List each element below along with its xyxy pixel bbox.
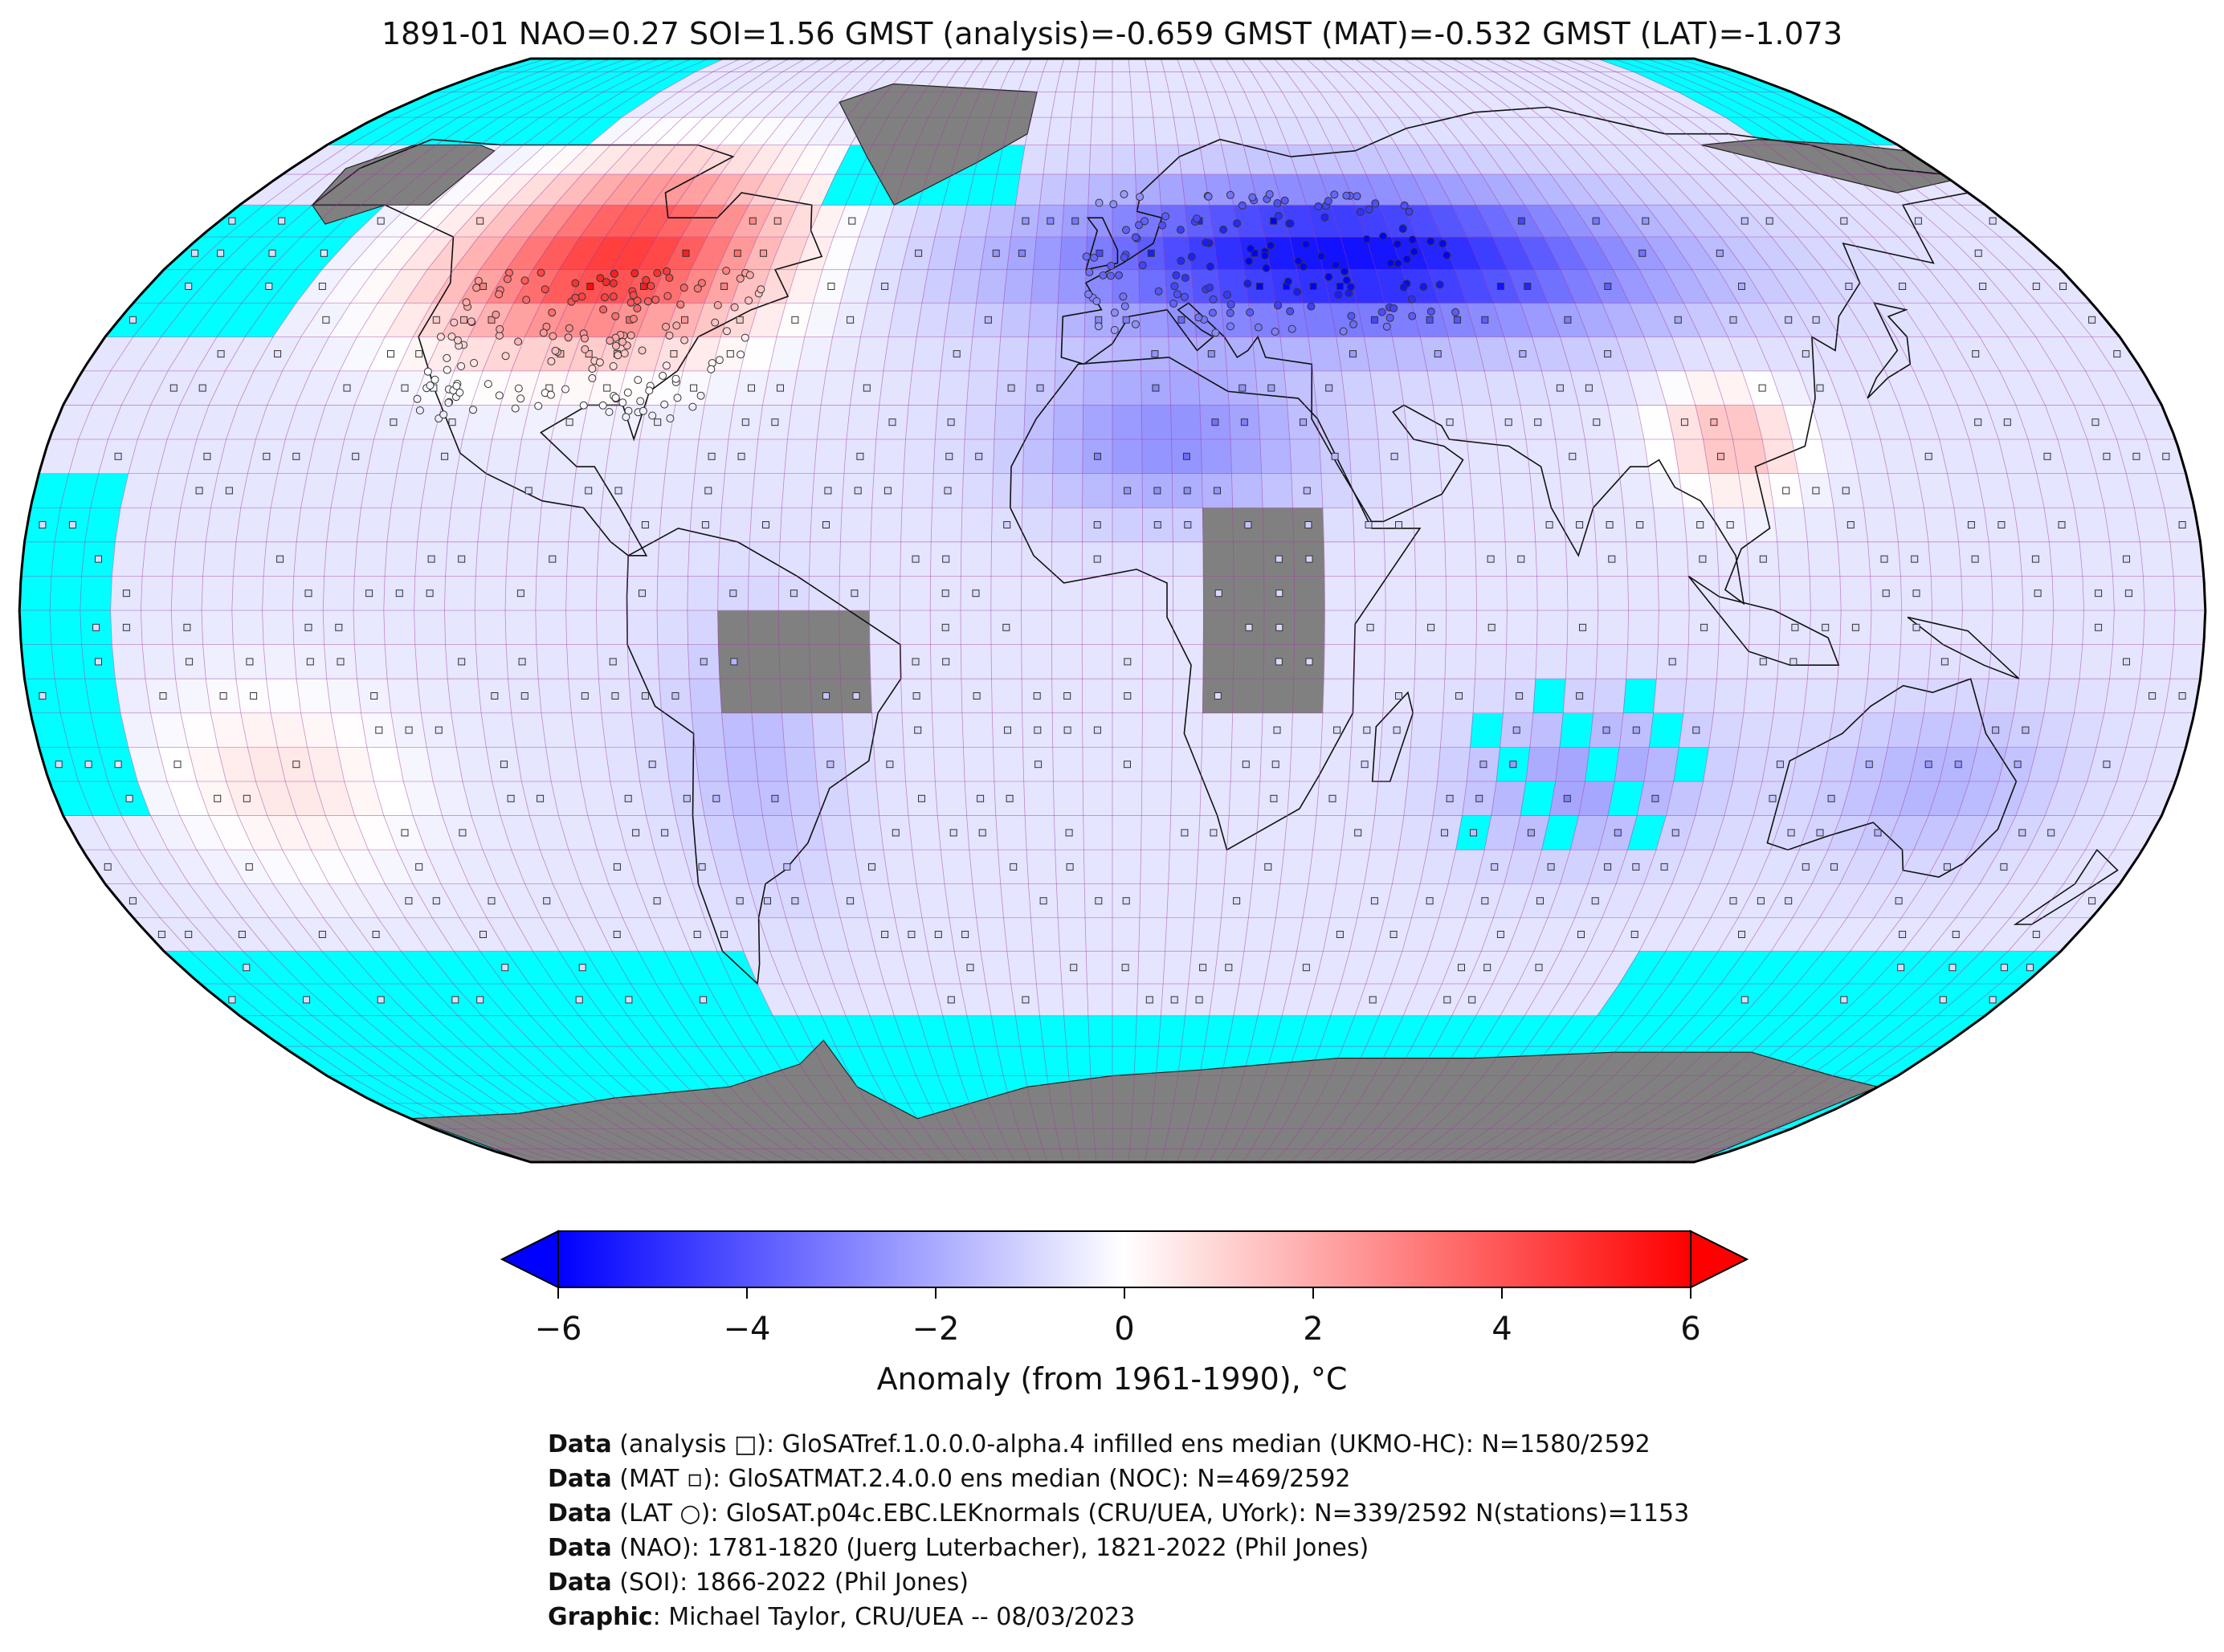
colorbar: [500, 1230, 1749, 1299]
world-anomaly-map: [18, 57, 2207, 1164]
credit-text: (LAT ○): GloSAT.p04c.EBC.LEKnormals (CRU…: [611, 1499, 1690, 1528]
credit-line: Data (NAO): 1781-1820 (Juerg Luterbacher…: [548, 1531, 1689, 1565]
colorbar-tick-label: 4: [1492, 1311, 1512, 1348]
colorbar-label: Anomaly (from 1961-1990), °C: [876, 1361, 1348, 1397]
colorbar-gradient: [557, 1230, 1691, 1288]
credit-label: Graphic: [548, 1603, 653, 1631]
colorbar-tick-label: 2: [1303, 1311, 1324, 1348]
colorbar-tick-label: 0: [1114, 1311, 1135, 1348]
credit-text: (MAT ▫): GloSATMAT.2.4.0.0 ens median (N…: [611, 1465, 1351, 1493]
credit-text: : Michael Taylor, CRU/UEA -- 08/03/2023: [652, 1603, 1136, 1631]
credit-text: (SOI): 1866-2022 (Phil Jones): [611, 1568, 969, 1597]
credit-line: Data (SOI): 1866-2022 (Phil Jones): [548, 1565, 1689, 1600]
colorbar-low-extend: [500, 1230, 559, 1289]
credit-text: (analysis □): GloSATref.1.0.0.0-alpha.4 …: [611, 1430, 1651, 1458]
credit-label: Data: [548, 1465, 612, 1493]
colorbar-tick-label: 6: [1680, 1311, 1701, 1348]
colorbar-high-extend: [1690, 1230, 1749, 1289]
colorbar-tick-label: −4: [723, 1311, 771, 1348]
credit-label: Data: [548, 1499, 612, 1528]
credit-line: Data (MAT ▫): GloSATMAT.2.4.0.0 ens medi…: [548, 1462, 1689, 1496]
credit-line: Data (LAT ○): GloSAT.p04c.EBC.LEKnormals…: [548, 1496, 1689, 1531]
credit-label: Data: [548, 1430, 612, 1458]
map-title: 1891-01 NAO=0.27 SOI=1.56 GMST (analysis…: [381, 16, 1843, 51]
credit-text: (NAO): 1781-1820 (Juerg Luterbacher), 18…: [611, 1534, 1369, 1562]
colorbar-tick-label: −2: [912, 1311, 960, 1348]
credit-label: Data: [548, 1568, 612, 1597]
colorbar-tick-label: −6: [534, 1311, 582, 1348]
credit-line: Data (analysis □): GloSATref.1.0.0.0-alp…: [548, 1427, 1689, 1462]
data-credits: Data (analysis □): GloSATref.1.0.0.0-alp…: [548, 1427, 1689, 1634]
credit-label: Data: [548, 1534, 612, 1562]
credit-line: Graphic: Michael Taylor, CRU/UEA -- 08/0…: [548, 1600, 1689, 1634]
colorbar-tick-marks: [557, 1287, 1691, 1299]
